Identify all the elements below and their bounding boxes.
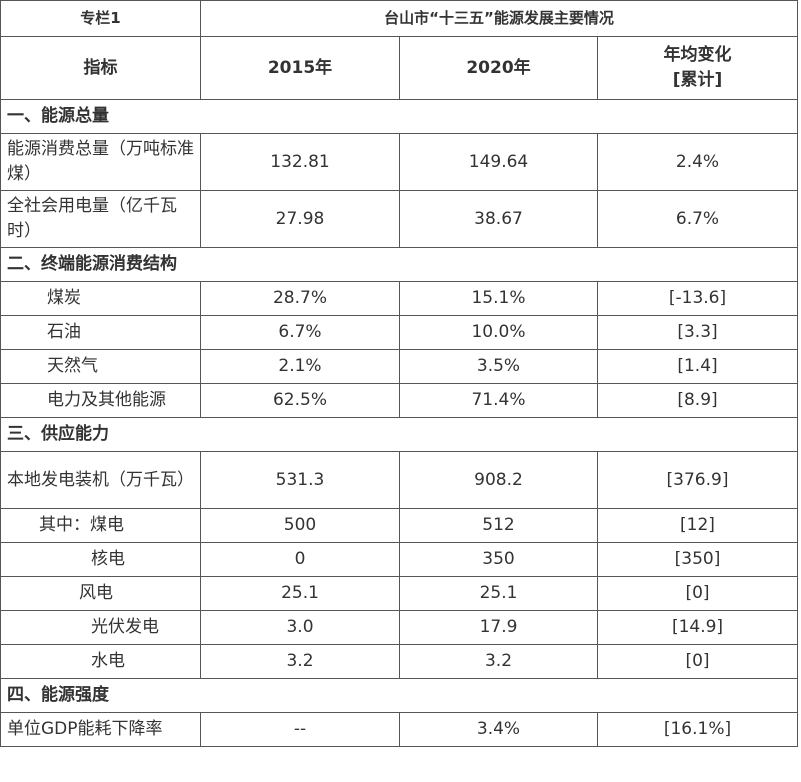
row-label: 光伏发电 [0,610,201,645]
table-row: 风电 25.1 25.1 [0] [0,576,798,611]
value-2015: 500 [200,508,400,543]
section-title: 三、供应能力 [0,417,798,452]
row-label: 石油 [0,315,201,350]
table-row: 天然气 2.1% 3.5% [1.4] [0,349,798,384]
value-2020: 149.64 [399,133,598,191]
value-2015: 62.5% [200,383,400,418]
value-2020: 10.0% [399,315,598,350]
value-2020: 25.1 [399,576,598,611]
table-row: 煤炭 28.7% 15.1% [-13.6] [0,281,798,316]
value-2020: 71.4% [399,383,598,418]
value-2020: 17.9 [399,610,598,645]
table-row: 本地发电装机（万千瓦） 531.3 908.2 [376.9] [0,451,798,509]
section-header-row: 一、能源总量 [0,99,798,134]
section-header-row: 二、终端能源消费结构 [0,247,798,282]
value-change: [12] [597,508,798,543]
table-row: 全社会用电量（亿千瓦时） 27.98 38.67 6.7% [0,190,798,248]
section-title: 一、能源总量 [0,99,798,134]
value-2015: 531.3 [200,451,400,509]
value-2015: 6.7% [200,315,400,350]
value-2020: 3.5% [399,349,598,384]
value-change: 6.7% [597,190,798,248]
value-2015: 27.98 [200,190,400,248]
value-2015: -- [200,712,400,747]
table-caption-row: 专栏1 台山市“十三五”能源发展主要情况 [0,0,798,37]
header-indicator: 指标 [0,36,201,100]
value-change: [1.4] [597,349,798,384]
row-label: 核电 [0,542,201,577]
table-row: 单位GDP能耗下降率 -- 3.4% [16.1%] [0,712,798,747]
row-label: 水电 [0,644,201,679]
value-2020: 15.1% [399,281,598,316]
value-2015: 3.2 [200,644,400,679]
table-row: 石油 6.7% 10.0% [3.3] [0,315,798,350]
value-2020: 38.67 [399,190,598,248]
table-header-row: 指标 2015年 2020年 年均变化 [累计] [0,36,798,100]
section-title: 四、能源强度 [0,678,798,713]
header-change-line2: [累计] [672,70,723,90]
row-label: 全社会用电量（亿千瓦时） [0,190,201,248]
column-tag: 专栏1 [0,0,201,37]
value-2020: 908.2 [399,451,598,509]
table-row: 水电 3.2 3.2 [0] [0,644,798,679]
value-2020: 350 [399,542,598,577]
table-row: 能源消费总量（万吨标准煤） 132.81 149.64 2.4% [0,133,798,191]
energy-development-table: 专栏1 台山市“十三五”能源发展主要情况 指标 2015年 2020年 年均变化… [0,0,798,747]
value-change: [376.9] [597,451,798,509]
row-label: 能源消费总量（万吨标准煤） [0,133,201,191]
row-label: 风电 [0,576,201,611]
header-2015: 2015年 [200,36,400,100]
row-label: 天然气 [0,349,201,384]
value-2015: 132.81 [200,133,400,191]
header-2020: 2020年 [399,36,598,100]
table-row: 光伏发电 3.0 17.9 [14.9] [0,610,798,645]
value-change: [14.9] [597,610,798,645]
row-label: 本地发电装机（万千瓦） [0,451,201,509]
value-2020: 3.4% [399,712,598,747]
value-2015: 2.1% [200,349,400,384]
section-header-row: 三、供应能力 [0,417,798,452]
value-change: 2.4% [597,133,798,191]
value-change: [350] [597,542,798,577]
value-2015: 0 [200,542,400,577]
table-row: 核电 0 350 [350] [0,542,798,577]
table-row: 其中：煤电 500 512 [12] [0,508,798,543]
value-change: [16.1%] [597,712,798,747]
row-label: 单位GDP能耗下降率 [0,712,201,747]
value-change: [0] [597,576,798,611]
header-change-line1: 年均变化 [663,45,732,65]
value-2020: 512 [399,508,598,543]
value-change: [0] [597,644,798,679]
value-2015: 3.0 [200,610,400,645]
row-label: 其中：煤电 [0,508,201,543]
header-change: 年均变化 [累计] [597,36,798,100]
value-change: [8.9] [597,383,798,418]
row-label: 煤炭 [0,281,201,316]
section-title: 二、终端能源消费结构 [0,247,798,282]
value-change: [-13.6] [597,281,798,316]
value-2015: 25.1 [200,576,400,611]
value-2015: 28.7% [200,281,400,316]
table-row: 电力及其他能源 62.5% 71.4% [8.9] [0,383,798,418]
value-change: [3.3] [597,315,798,350]
section-header-row: 四、能源强度 [0,678,798,713]
table-title: 台山市“十三五”能源发展主要情况 [200,0,798,37]
row-label: 电力及其他能源 [0,383,201,418]
value-2020: 3.2 [399,644,598,679]
